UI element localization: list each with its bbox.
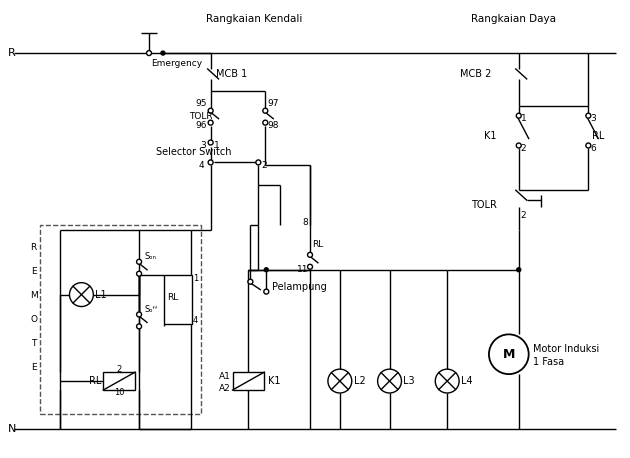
Text: 1: 1 (521, 114, 527, 123)
Text: M: M (30, 291, 38, 300)
Text: 4: 4 (193, 316, 198, 325)
Circle shape (264, 289, 269, 294)
Text: 1: 1 (214, 141, 219, 150)
Text: A1: A1 (219, 371, 231, 381)
Text: K1: K1 (268, 376, 281, 386)
Text: 3: 3 (200, 141, 205, 150)
Text: R: R (8, 48, 16, 58)
Text: Selector Switch: Selector Switch (156, 147, 231, 158)
Text: 1 Fasa: 1 Fasa (533, 357, 564, 367)
Text: A2: A2 (219, 383, 231, 393)
Text: RL: RL (592, 131, 605, 141)
Text: 95: 95 (195, 99, 207, 108)
Circle shape (147, 50, 151, 55)
Text: 2: 2 (261, 161, 267, 170)
Text: R: R (31, 243, 37, 252)
Circle shape (137, 324, 142, 329)
Circle shape (137, 312, 142, 317)
Text: Emergency: Emergency (151, 59, 202, 67)
Circle shape (263, 120, 268, 125)
Text: 11: 11 (297, 265, 308, 274)
Text: RL: RL (89, 376, 101, 386)
Circle shape (263, 108, 268, 113)
Circle shape (208, 160, 213, 165)
Text: O: O (30, 315, 37, 324)
Text: M: M (503, 348, 515, 361)
Text: 4: 4 (199, 161, 205, 170)
Circle shape (208, 120, 213, 125)
Circle shape (137, 271, 142, 276)
Text: 2: 2 (117, 365, 122, 374)
Text: RL: RL (312, 240, 323, 250)
Text: K1: K1 (484, 131, 497, 141)
Bar (40, 225, 201, 414)
Text: 3: 3 (590, 114, 596, 123)
Text: 98: 98 (267, 121, 279, 130)
Text: E: E (31, 267, 37, 276)
Bar (232, 372, 265, 390)
Circle shape (248, 279, 253, 284)
Text: Pelampung: Pelampung (272, 282, 327, 292)
Text: E: E (31, 363, 37, 371)
Circle shape (307, 264, 312, 269)
Text: RL: RL (167, 293, 178, 302)
Text: Rangkaian Daya: Rangkaian Daya (471, 14, 556, 24)
Text: N: N (8, 424, 16, 434)
Circle shape (137, 259, 142, 264)
Text: L3: L3 (403, 376, 415, 386)
Circle shape (516, 113, 521, 118)
Text: T: T (31, 339, 37, 348)
Text: TOLR: TOLR (189, 112, 212, 121)
Text: 8: 8 (302, 218, 308, 227)
Text: 6: 6 (590, 144, 596, 153)
Text: L1: L1 (95, 289, 107, 300)
Circle shape (307, 252, 312, 257)
Text: MCB 2: MCB 2 (459, 69, 491, 79)
Text: TOLR: TOLR (471, 200, 497, 210)
Bar (103, 372, 135, 390)
Text: L4: L4 (461, 376, 472, 386)
Circle shape (586, 113, 591, 118)
Text: Motor Induksi: Motor Induksi (533, 344, 599, 354)
Circle shape (208, 140, 213, 145)
Text: 96: 96 (195, 121, 207, 130)
Text: Rangkaian Kendali: Rangkaian Kendali (205, 14, 302, 24)
Text: L2: L2 (354, 376, 365, 386)
Text: MCB 1: MCB 1 (215, 69, 247, 79)
Circle shape (516, 143, 521, 148)
Circle shape (161, 51, 165, 55)
Circle shape (265, 268, 268, 272)
Circle shape (517, 268, 521, 272)
Text: 1: 1 (193, 274, 198, 283)
Circle shape (586, 143, 591, 148)
Circle shape (208, 108, 213, 113)
Text: 10: 10 (114, 388, 125, 398)
Text: 97: 97 (267, 99, 279, 108)
Circle shape (256, 160, 261, 165)
Text: Sₒᶠᶠ: Sₒᶠᶠ (144, 305, 158, 314)
Text: 2: 2 (521, 211, 527, 219)
Text: 2: 2 (521, 144, 527, 153)
Text: Sₒₙ: Sₒₙ (144, 252, 156, 262)
Bar (164, 275, 192, 324)
